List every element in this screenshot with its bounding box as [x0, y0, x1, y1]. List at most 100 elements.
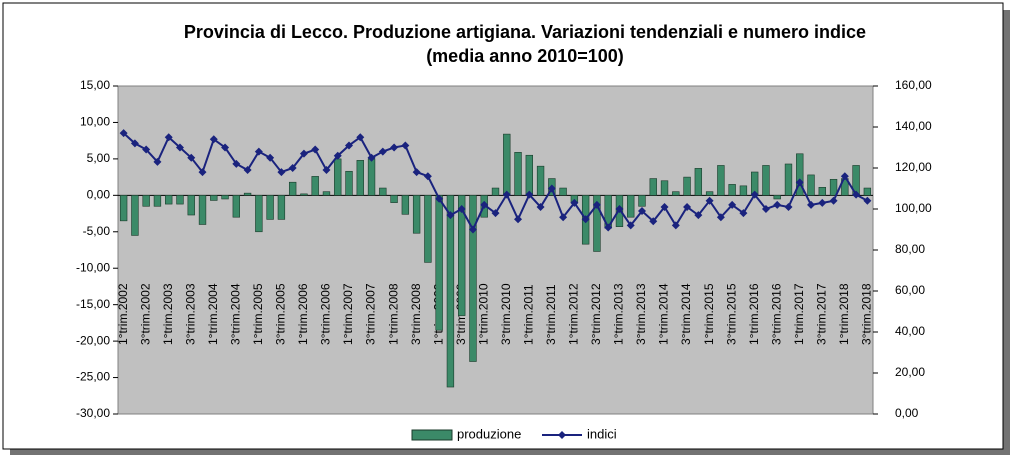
marker	[750, 190, 759, 199]
bar	[728, 184, 736, 196]
marker	[795, 178, 804, 187]
bar	[187, 195, 195, 216]
bar	[356, 160, 364, 196]
bar	[266, 195, 274, 220]
marker	[716, 213, 725, 222]
marker	[288, 164, 297, 172]
marker	[299, 149, 308, 158]
y-tick-label: 0,00	[87, 188, 111, 202]
bar	[345, 170, 353, 196]
bar	[694, 168, 703, 196]
bar	[514, 152, 522, 196]
bar	[198, 195, 207, 225]
marker	[525, 190, 534, 199]
bar	[773, 195, 781, 200]
x-tick-label: 1°trim.2012	[567, 283, 581, 345]
bar	[717, 165, 725, 196]
x-tick-label: 1°trim.2006	[296, 283, 310, 345]
marker	[502, 190, 511, 199]
y-tick-label: 15,00	[80, 78, 110, 92]
y2-tick-label: 140,00	[895, 119, 932, 133]
x-tick-label: 1°trim.2018	[837, 283, 851, 345]
chart-title: Provincia di Lecco. Produzione artigiana…	[184, 22, 866, 42]
bar	[131, 195, 139, 236]
x-tick-label: 1°trim.2011	[521, 284, 535, 345]
x-tick-label: 1°trim.2016	[747, 283, 761, 345]
x-tick-label: 3°trim.2002	[138, 283, 152, 345]
x-tick-label: 1°trim.2017	[792, 283, 806, 345]
legend-label: indici	[587, 426, 617, 441]
marker	[378, 147, 387, 156]
bar	[176, 195, 184, 205]
bar	[705, 191, 714, 196]
bar	[165, 195, 173, 205]
marker	[536, 202, 545, 211]
marker	[164, 133, 173, 142]
bar	[627, 195, 635, 218]
marker	[401, 141, 410, 150]
marker	[671, 221, 680, 230]
bar	[469, 195, 477, 362]
marker	[739, 209, 748, 218]
marker	[142, 145, 151, 154]
marker	[705, 196, 714, 205]
y2-tick-label: 60,00	[895, 283, 925, 297]
marker	[198, 168, 207, 177]
marker	[514, 215, 523, 224]
bar	[796, 153, 804, 196]
bar	[243, 192, 252, 196]
marker	[266, 153, 275, 162]
marker	[187, 153, 196, 162]
bar	[863, 187, 872, 196]
y-tick-label: -25,00	[76, 370, 110, 384]
marker	[660, 202, 669, 211]
bar	[638, 195, 646, 207]
x-tick-label: 1°trim.2010	[476, 283, 490, 345]
bar	[390, 195, 398, 203]
bar	[277, 195, 286, 220]
bar	[401, 195, 410, 215]
x-tick-label: 3°trim.2014	[679, 283, 693, 345]
y-tick-label: -15,00	[76, 297, 110, 311]
bar	[446, 195, 455, 388]
y2-tick-label: 40,00	[895, 324, 925, 338]
x-tick-label: 3°trim.2015	[724, 283, 738, 345]
bar	[412, 195, 421, 234]
y-tick-label: -5,00	[83, 224, 111, 238]
bar	[119, 195, 128, 222]
x-tick-label: 3°trim.2005	[274, 283, 288, 345]
marker	[232, 159, 241, 168]
bar	[300, 193, 308, 196]
x-tick-label: 1°trim.2004	[206, 283, 220, 345]
y2-tick-label: 0,00	[895, 406, 919, 420]
bar	[255, 195, 263, 233]
marker	[468, 225, 477, 234]
marker	[209, 135, 218, 144]
bar	[503, 133, 511, 196]
marker	[277, 168, 286, 177]
bar	[379, 187, 387, 196]
marker	[581, 215, 590, 224]
bar	[221, 195, 229, 200]
bar	[491, 187, 500, 196]
marker	[390, 143, 399, 152]
y2-tick-label: 160,00	[895, 78, 932, 92]
marker	[818, 198, 827, 207]
marker	[435, 194, 444, 203]
marker	[130, 139, 139, 148]
bar	[142, 195, 150, 207]
y2-tick-label: 120,00	[895, 160, 932, 174]
marker	[333, 151, 342, 160]
marker	[119, 129, 128, 138]
bar	[807, 174, 815, 196]
bar	[435, 195, 443, 331]
marker	[345, 141, 354, 150]
marker	[412, 168, 421, 177]
plot-area	[117, 85, 874, 415]
x-tick-label: 3°trim.2003	[183, 283, 197, 345]
bar	[458, 195, 466, 316]
marker	[547, 184, 556, 193]
y-tick-label: -10,00	[76, 260, 110, 274]
chart-subtitle: (media anno 2010=100)	[426, 46, 624, 66]
x-tick-label: 1°trim.2013	[612, 283, 626, 345]
